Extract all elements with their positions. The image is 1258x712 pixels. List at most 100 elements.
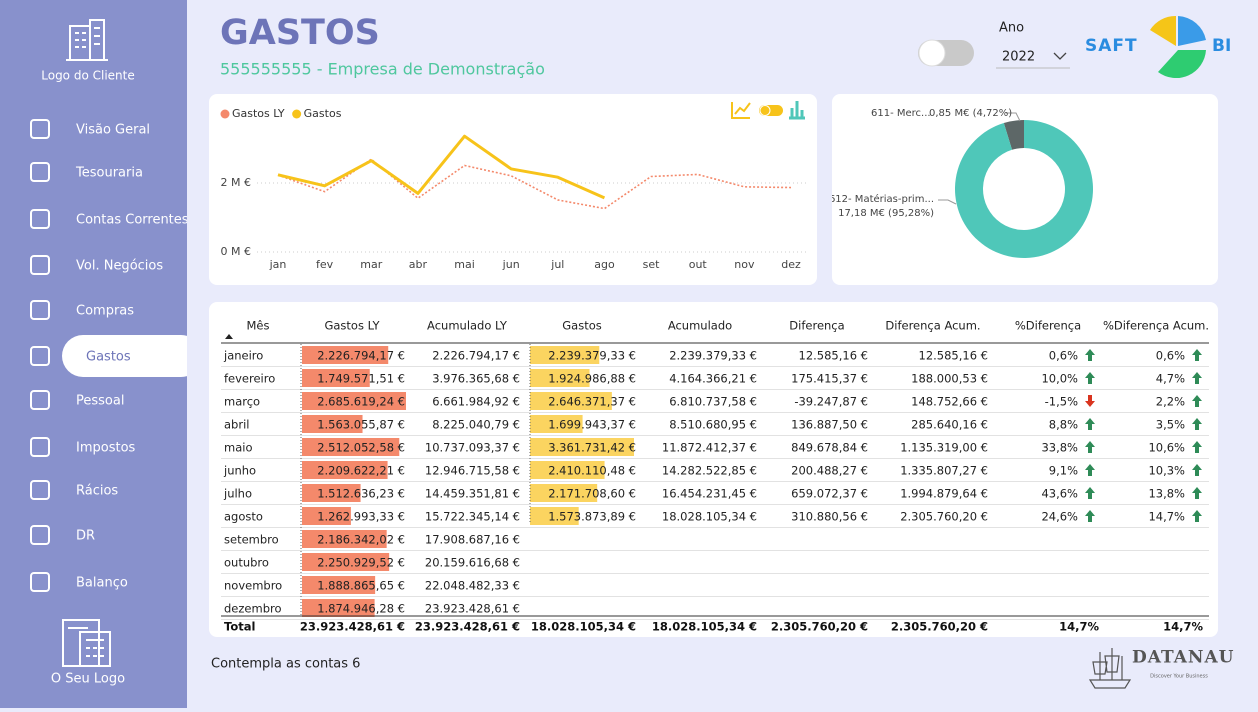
page-subtitle: 555555555 - Empresa de Demonstração: [220, 60, 545, 79]
sidebar-graphics: Logo do Cliente O Seu Logo Visão Geral Te…: [30, 19, 202, 687]
table-cell: 17.908.687,16 €: [425, 533, 520, 547]
table-cell: fevereiro: [224, 372, 275, 386]
data-bar: [530, 346, 600, 364]
data-bar: [302, 599, 375, 617]
arrow-up: [1192, 418, 1202, 430]
arrow-up: [1192, 487, 1202, 499]
arrow-up: [1192, 510, 1202, 522]
column-header: Gastos: [562, 319, 602, 333]
table-cell: 10,6%: [1148, 441, 1185, 455]
column-header: %Diferença Acum.: [1103, 319, 1209, 333]
slice-value-label: 0,85 M€ (4,72%): [929, 108, 1012, 119]
footer: Contempla as contas 6 DATANAU Discover Y…: [211, 648, 1233, 689]
nav-item[interactable]: Rácios: [76, 484, 118, 499]
nav-icon: [30, 255, 50, 275]
sidebar: Logo do Cliente O Seu Logo Visão Geral Te…: [0, 0, 202, 708]
x-tick-label: abr: [409, 258, 428, 271]
column-header: Acumulado: [668, 319, 732, 333]
table-cell: 849.678,84 €: [791, 441, 868, 455]
arrow-up: [1192, 349, 1202, 361]
nav-item[interactable]: Compras: [76, 304, 134, 319]
table-cell: 2.209.622,21 €: [317, 464, 405, 478]
series-line: [277, 158, 792, 210]
client-logo-icon: [66, 19, 108, 61]
your-logo-label: O Seu Logo: [51, 672, 125, 687]
table-cell: março: [224, 395, 260, 409]
data-bar: [530, 461, 605, 479]
table-cell: 1.135.319,00 €: [900, 441, 988, 455]
data-bar: [302, 461, 388, 479]
nav-item[interactable]: Impostos: [76, 441, 136, 456]
table-cell: agosto: [224, 510, 263, 524]
column-header: Diferença Acum.: [885, 319, 980, 333]
table-cell: 2.685.619,24 €: [317, 395, 405, 409]
active-pill: [62, 335, 202, 377]
arrow-up: [1085, 510, 1095, 522]
nav-icon: [30, 525, 50, 545]
donut-slice: [1003, 120, 1024, 150]
table-cell: 188.000,53 €: [911, 372, 988, 386]
arrow-up: [1192, 395, 1202, 407]
donut-chart: 611- Merc...0,85 M€ (4,72%) 612- Matérias…: [829, 108, 1093, 258]
y-tick-label: 0 M €: [221, 245, 251, 258]
data-bar: [530, 369, 590, 387]
data-table: Mês Gastos LY Acumulado LY Gastos Acumulado D…: [221, 319, 1209, 634]
nav-icon: [30, 209, 50, 229]
nav-item[interactable]: DR: [76, 529, 95, 544]
table-cell: janeiro: [223, 349, 263, 363]
arrow-up: [1085, 418, 1095, 430]
nav-item[interactable]: Pessoal: [76, 394, 124, 409]
table-cell: 2.646.371,37 €: [548, 395, 636, 409]
column-header: Acumulado LY: [427, 319, 508, 333]
company-logo-icon: [1088, 648, 1132, 689]
page-title: GASTOS: [220, 13, 380, 53]
data-bar: [302, 484, 361, 502]
line-icon[interactable]: [731, 102, 751, 119]
legend-label: Gastos LY: [232, 107, 285, 120]
leader-line: [1006, 112, 1021, 122]
total-cell: 14,7%: [1059, 620, 1099, 634]
nav-icon: [30, 437, 50, 457]
series-line: [277, 134, 606, 200]
table-cell: 1.888.865,65 €: [317, 579, 405, 593]
data-bar: [302, 507, 351, 525]
nav-item[interactable]: Tesouraria: [75, 166, 143, 181]
table-cell: 2.226.794,17 €: [432, 349, 520, 363]
table-cell: 2.239.379,33 €: [669, 349, 757, 363]
table-cell: 6.810.737,58 €: [669, 395, 757, 409]
x-tick-label: dez: [781, 258, 801, 271]
your-logo-icon: [62, 619, 111, 667]
table-cell: julho: [223, 487, 252, 501]
donut-slice: [955, 120, 1093, 258]
slice-value-label: 17,18 M€ (95,28%): [838, 208, 934, 219]
table-cell: 12.585,16 €: [919, 349, 989, 363]
year-select[interactable]: 2022: [1002, 50, 1035, 65]
bar-icon[interactable]: [789, 101, 805, 120]
brand-slice: [1178, 16, 1206, 46]
table-cell: 1.699.943,37 €: [548, 418, 636, 432]
table-cell: 2.410.110,48 €: [548, 464, 636, 478]
legend-marker: [220, 109, 230, 119]
table-cell: 8.225.040,79 €: [432, 418, 520, 432]
table-cell: 2,2%: [1156, 395, 1185, 409]
nav-icon: [30, 390, 50, 410]
leader-line: [938, 199, 957, 205]
company-tagline: Discover Your Business: [1150, 674, 1208, 680]
x-tick-label: jul: [550, 258, 564, 271]
nav-item[interactable]: Balanço: [76, 576, 128, 591]
client-logo-label: Logo do Cliente: [41, 69, 135, 83]
total-cell: 23.923.428,61 €: [300, 620, 405, 634]
nav-item[interactable]: Gastos: [86, 350, 131, 365]
total-cell: 2.305.760,20 €: [771, 620, 868, 634]
table-cell: 4.164.366,21 €: [669, 372, 757, 386]
table-cell: 14.282.522,85 €: [662, 464, 757, 478]
y-tick-label: 2 M €: [221, 176, 251, 189]
sort-indicator[interactable]: [225, 334, 233, 339]
nav-item[interactable]: Visão Geral: [76, 123, 150, 138]
nav-item[interactable]: Vol. Negócios: [76, 259, 163, 274]
table-cell: maio: [224, 441, 252, 455]
table-cell: 175.415,37 €: [791, 372, 868, 386]
table-cell: 24,6%: [1041, 510, 1078, 524]
nav-item[interactable]: Contas Correntes: [76, 213, 189, 228]
line-chart-card: 0 M € 2 M € jan fev mar abr mai jun jul ago set out…: [209, 94, 817, 285]
